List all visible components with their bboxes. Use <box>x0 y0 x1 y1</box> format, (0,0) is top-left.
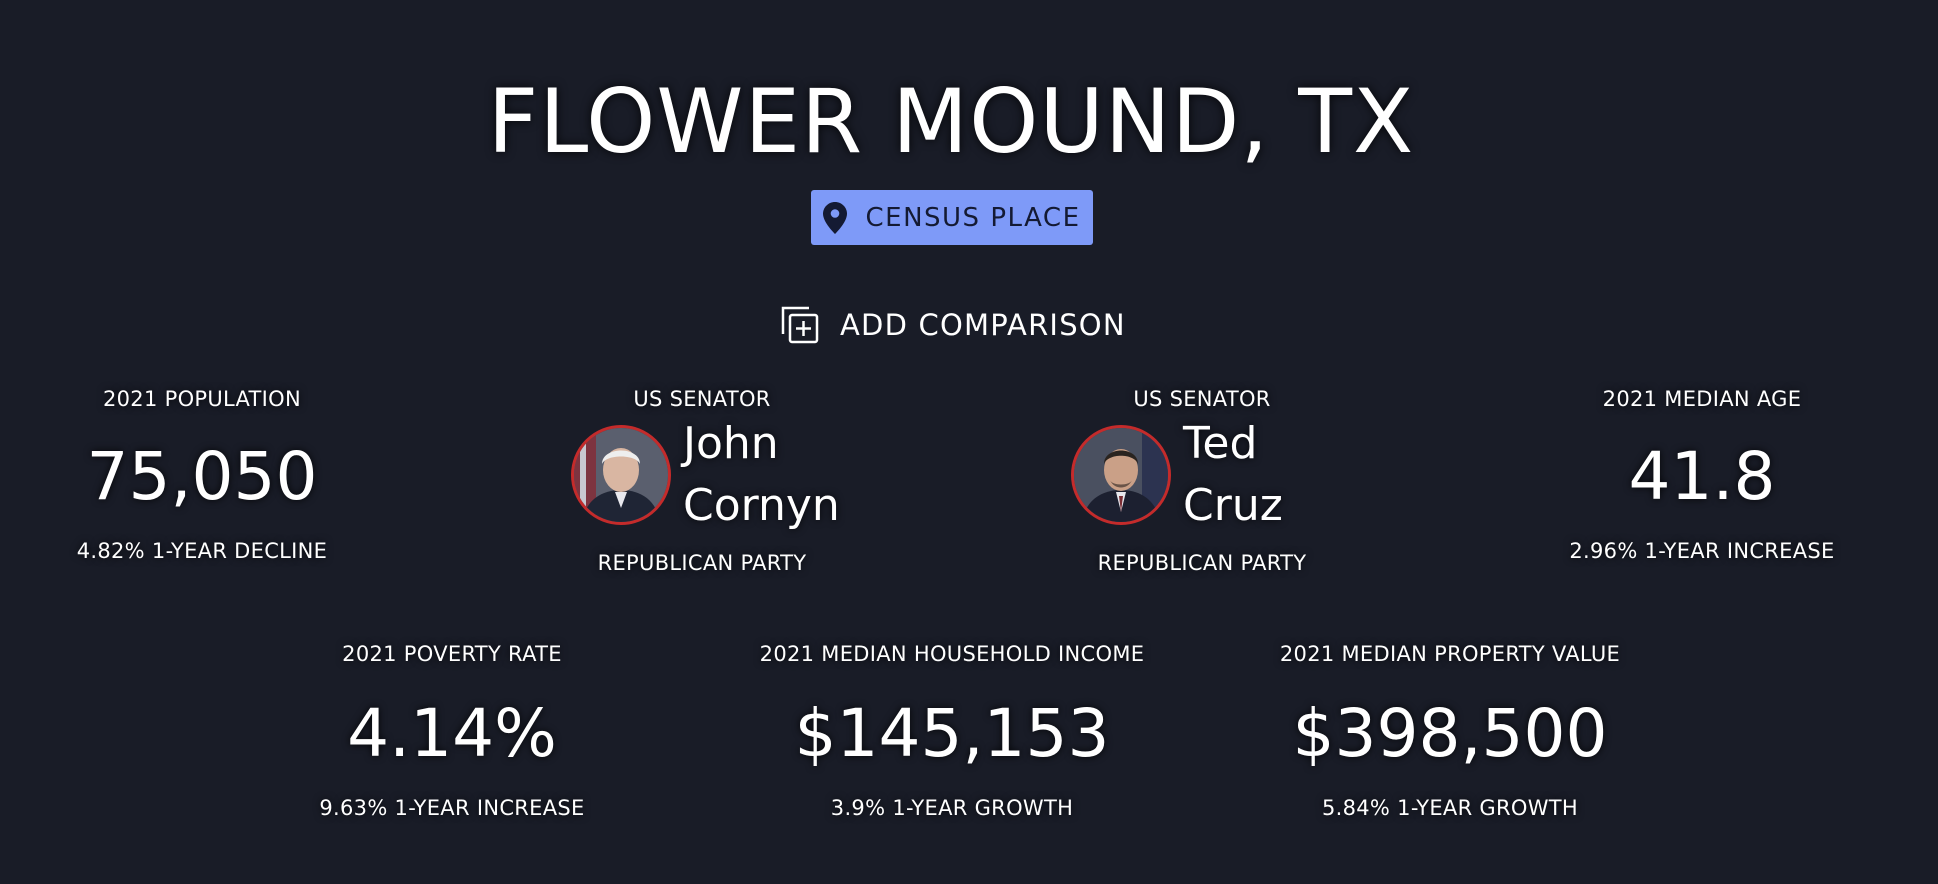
poverty-rate-stat: 2021 POVERTY RATE 4.14% 9.63% 1-YEAR INC… <box>302 640 602 822</box>
add-comparison-icon <box>781 306 819 344</box>
stat-value: $398,500 <box>1292 695 1608 772</box>
senator-first-name: Ted <box>1183 418 1258 469</box>
page-title: FLOWER MOUND, TX <box>487 70 1415 173</box>
median-age-stat: 2021 MEDIAN AGE 41.8 2.96% 1-YEAR INCREA… <box>1552 385 1852 565</box>
add-comparison-button[interactable]: ADD COMPARISON <box>780 302 1126 348</box>
stat-label: 2021 MEDIAN AGE <box>1602 387 1802 411</box>
map-pin-icon <box>823 201 848 234</box>
senator-name: Ted Cruz <box>1183 413 1333 537</box>
senator-card: US SENATOR John Cornyn REPUBLICAN PARTY <box>522 385 882 577</box>
senator-link[interactable]: Ted Cruz <box>1022 418 1382 531</box>
stat-value: 4.14% <box>347 695 557 772</box>
senator-name: John Cornyn <box>683 413 840 537</box>
senator-link[interactable]: John Cornyn <box>522 418 882 531</box>
add-comparison-label: ADD COMPARISON <box>840 308 1126 342</box>
senator-party: REPUBLICAN PARTY <box>1097 551 1307 575</box>
stat-label: 2021 POPULATION <box>102 387 302 411</box>
badge-label: CENSUS PLACE <box>865 202 1081 233</box>
stat-change: 2.96% 1-YEAR INCREASE <box>1569 539 1835 563</box>
senator-party: REPUBLICAN PARTY <box>597 551 807 575</box>
stat-value: 75,050 <box>86 438 318 515</box>
median-property-value-stat: 2021 MEDIAN PROPERTY VALUE $398,500 5.84… <box>1230 640 1670 822</box>
stat-change: 5.84% 1-YEAR GROWTH <box>1321 796 1579 820</box>
population-stat: 2021 POPULATION 75,050 4.82% 1-YEAR DECL… <box>52 385 352 565</box>
senator-label: US SENATOR <box>633 387 771 411</box>
stat-value: 41.8 <box>1628 438 1776 515</box>
stat-value: $145,153 <box>794 695 1110 772</box>
senator-avatar <box>1071 425 1171 525</box>
stat-change: 9.63% 1-YEAR INCREASE <box>319 796 585 820</box>
senator-last-name: Cornyn <box>683 480 840 531</box>
senator-card: US SENATOR Ted Cruz REPUBLICAN PARTY <box>1022 385 1382 577</box>
stat-label: 2021 POVERTY RATE <box>342 642 562 666</box>
senator-avatar <box>571 425 671 525</box>
stat-label: 2021 MEDIAN HOUSEHOLD INCOME <box>759 642 1145 666</box>
senator-last-name: Cruz <box>1183 480 1283 531</box>
stat-change: 3.9% 1-YEAR GROWTH <box>830 796 1074 820</box>
census-place-badge[interactable]: CENSUS PLACE <box>811 190 1093 245</box>
stat-label: 2021 MEDIAN PROPERTY VALUE <box>1279 642 1621 666</box>
senator-first-name: John <box>683 418 779 469</box>
senator-label: US SENATOR <box>1133 387 1271 411</box>
stat-change: 4.82% 1-YEAR DECLINE <box>76 539 328 563</box>
median-household-income-stat: 2021 MEDIAN HOUSEHOLD INCOME $145,153 3.… <box>722 640 1182 822</box>
